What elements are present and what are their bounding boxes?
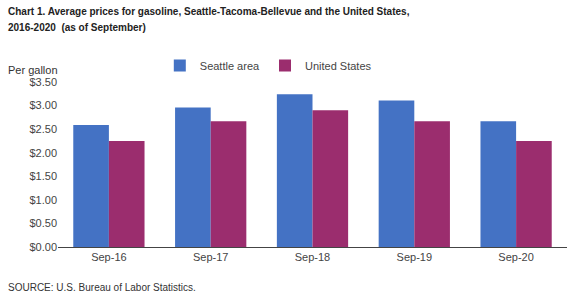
svg-text:$1.00: $1.00	[29, 194, 57, 206]
svg-text:SOURCE: U.S. Bureau of Labor S: SOURCE: U.S. Bureau of Labor Statistics.	[8, 282, 196, 293]
svg-text:Chart 1. Average prices for ga: Chart 1. Average prices for gasoline, Se…	[8, 6, 410, 17]
svg-text:$0.00: $0.00	[29, 241, 57, 253]
svg-text:Sep-17: Sep-17	[193, 251, 228, 263]
svg-text:$0.50: $0.50	[29, 217, 57, 229]
svg-text:Per gallon: Per gallon	[8, 64, 58, 76]
svg-text:United States: United States	[305, 60, 372, 72]
svg-text:Sep-20: Sep-20	[498, 251, 533, 263]
svg-text:$3.50: $3.50	[29, 76, 57, 88]
svg-text:Sep-16: Sep-16	[91, 251, 126, 263]
svg-text:Seattle area: Seattle area	[200, 60, 260, 72]
svg-text:$2.00: $2.00	[29, 147, 57, 159]
svg-text:$2.50: $2.50	[29, 123, 57, 135]
svg-text:$1.50: $1.50	[29, 170, 57, 182]
svg-text:Sep-19: Sep-19	[397, 251, 432, 263]
svg-text:Sep-18: Sep-18	[295, 251, 330, 263]
svg-text:2016-2020 (as of September): 2016-2020 (as of September)	[8, 22, 146, 33]
svg-text:$3.00: $3.00	[29, 99, 57, 111]
